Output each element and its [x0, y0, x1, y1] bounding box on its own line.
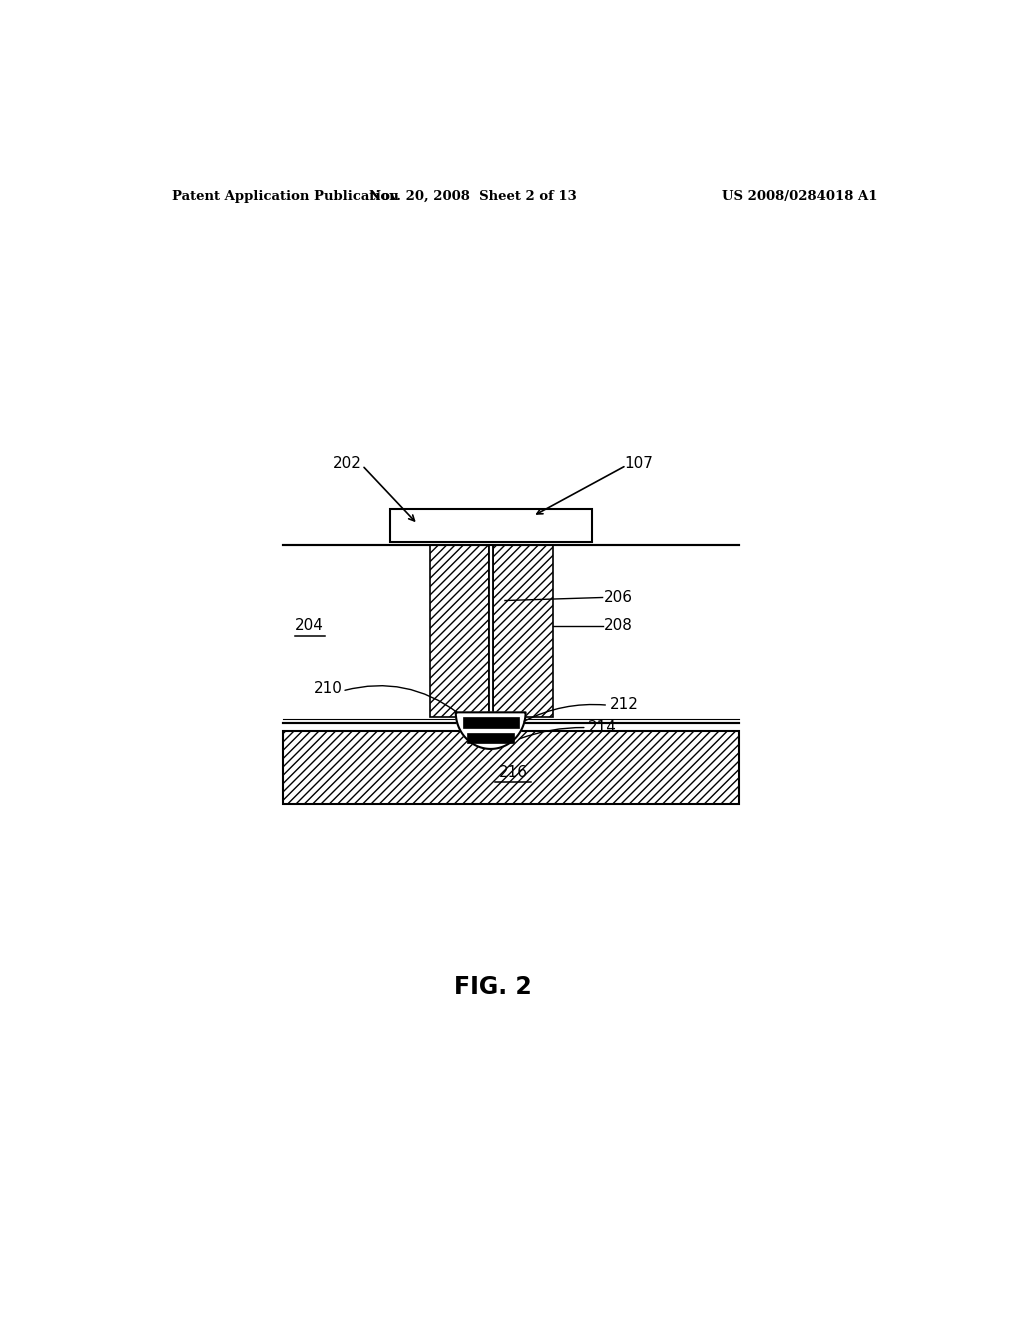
Text: US 2008/0284018 A1: US 2008/0284018 A1 — [723, 190, 878, 202]
Text: 208: 208 — [604, 619, 633, 634]
Text: 107: 107 — [624, 455, 653, 471]
Bar — [489, 545, 494, 718]
Text: 204: 204 — [295, 619, 324, 634]
Bar — [430, 545, 489, 718]
Text: 212: 212 — [609, 697, 639, 711]
Text: 214: 214 — [588, 721, 617, 735]
Text: 216: 216 — [499, 764, 527, 780]
Bar — [390, 510, 592, 541]
Text: Nov. 20, 2008  Sheet 2 of 13: Nov. 20, 2008 Sheet 2 of 13 — [370, 190, 578, 202]
Bar — [283, 545, 739, 722]
Polygon shape — [456, 713, 525, 748]
Text: FIG. 2: FIG. 2 — [455, 974, 531, 999]
Bar — [494, 545, 553, 718]
Bar — [463, 718, 518, 727]
Text: 206: 206 — [604, 590, 633, 605]
Text: 210: 210 — [313, 681, 342, 697]
Text: 202: 202 — [333, 455, 362, 471]
Text: Patent Application Publication: Patent Application Publication — [172, 190, 398, 202]
Bar — [467, 733, 514, 743]
Bar — [283, 731, 739, 804]
